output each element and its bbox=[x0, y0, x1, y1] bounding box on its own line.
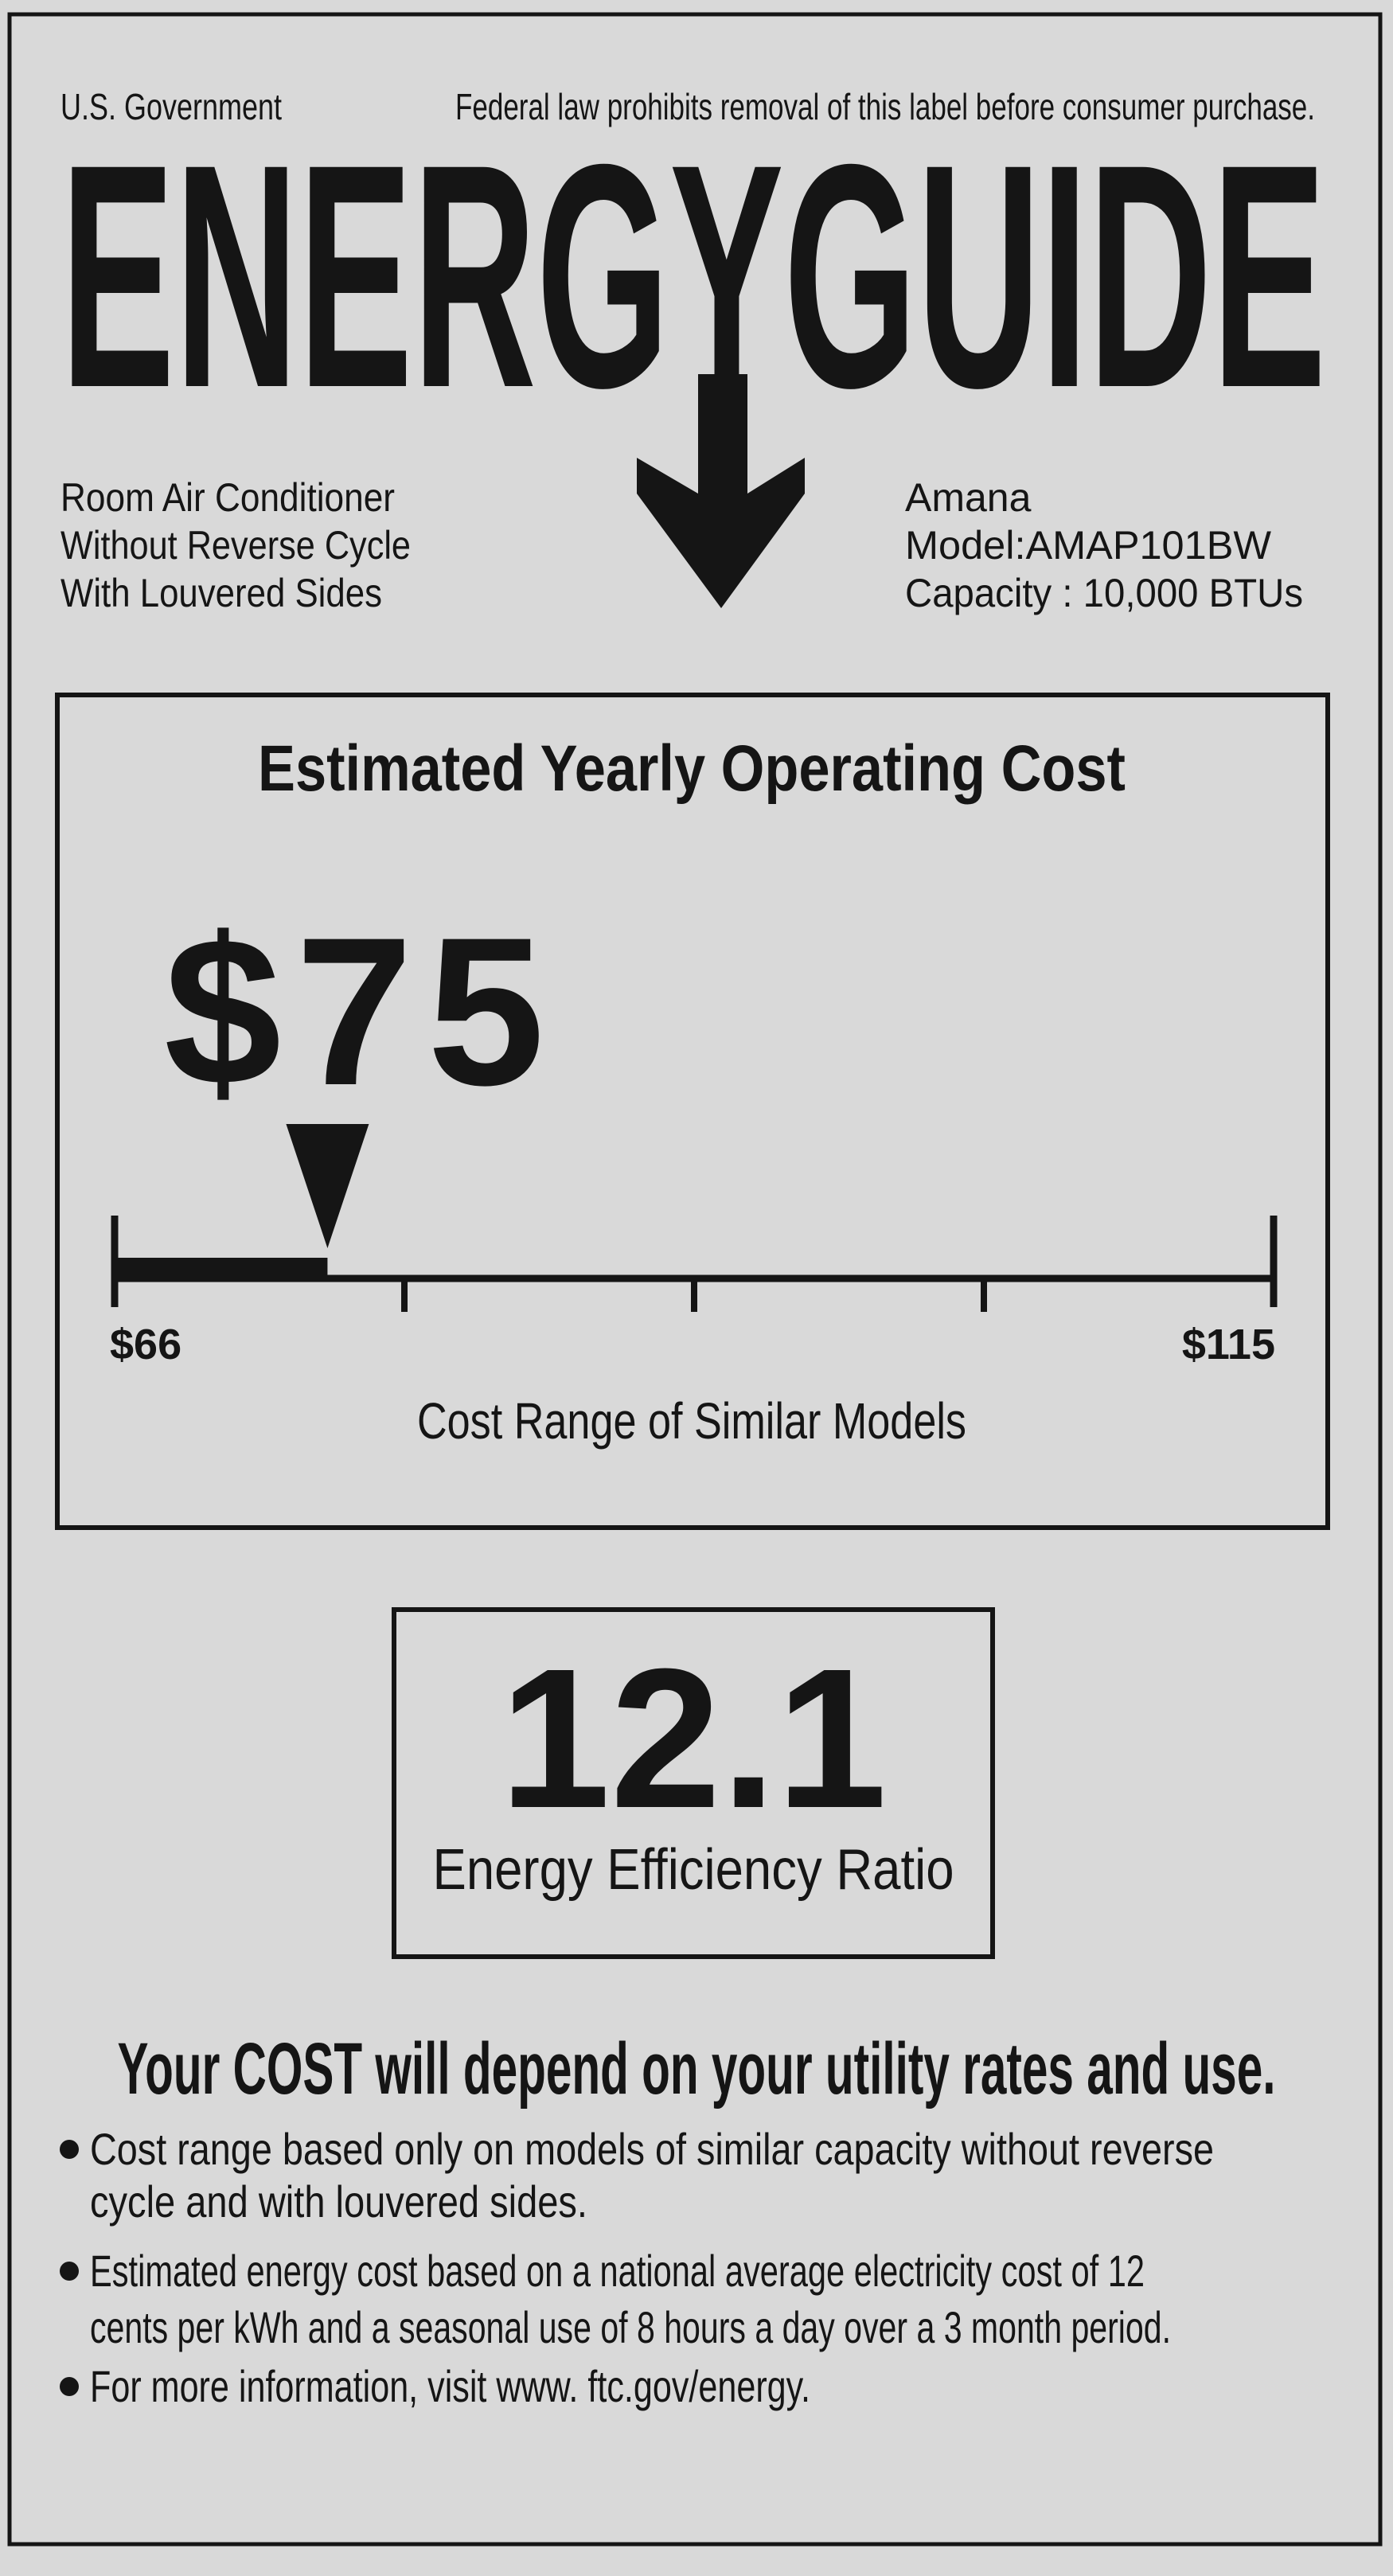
range-min-label: $66 bbox=[110, 1321, 181, 1368]
bullet-dot bbox=[60, 2262, 79, 2281]
cost-marker bbox=[286, 1124, 369, 1248]
bullet-dot bbox=[60, 2140, 79, 2159]
notes-heading: Your COST will depend on your utility ra… bbox=[118, 2028, 1276, 2110]
bullets: Cost range based only on models of simil… bbox=[60, 2124, 1214, 2411]
energyguide-title: ENERGYGUIDE bbox=[60, 98, 1326, 454]
bullet-dot bbox=[60, 2377, 79, 2396]
product-line: Room Air Conditioner bbox=[60, 475, 395, 520]
manufacturer-line: Amana bbox=[905, 475, 1032, 520]
bullet-text: For more information, visit www. ftc.gov… bbox=[90, 2361, 810, 2411]
government: U.S. Government bbox=[60, 86, 282, 127]
bullet-text: Estimated energy cost based on a nationa… bbox=[90, 2246, 1145, 2296]
cost-range-fill bbox=[115, 1258, 328, 1275]
manufacturer-line: Capacity : 10,000 BTUs bbox=[905, 571, 1303, 615]
cost-title: Estimated Yearly Operating Cost bbox=[258, 732, 1126, 805]
cost-box bbox=[55, 693, 1330, 1530]
efficiency-box bbox=[392, 1607, 995, 1959]
down-arrow bbox=[637, 374, 805, 608]
cost-value: $75 bbox=[164, 894, 559, 1130]
range-max-label: $115 bbox=[1182, 1321, 1275, 1368]
product-lines: Room Air Conditioner Without Reverse Cyc… bbox=[60, 475, 1303, 615]
outer-border bbox=[7, 12, 1383, 2547]
product-line: With Louvered Sides bbox=[60, 571, 382, 615]
manufacturer-line: Model:AMAP101BW bbox=[905, 523, 1272, 568]
bullet-text: Cost range based only on models of simil… bbox=[90, 2124, 1214, 2174]
bullet-text: cents per kWh and a seasonal use of 8 ho… bbox=[90, 2302, 1171, 2352]
efficiency-value: 12.1 bbox=[500, 1627, 888, 1849]
notice: Federal law prohibits removal of this la… bbox=[455, 86, 1315, 127]
product-line: Without Reverse Cycle bbox=[60, 523, 411, 568]
bullet-text: cycle and with louvered sides. bbox=[90, 2176, 587, 2227]
cost-caption: Cost Range of Similar Models bbox=[417, 1392, 966, 1450]
efficiency-label: Energy Efficiency Ratio bbox=[433, 1838, 954, 1902]
cost-scale: $66 $115 bbox=[110, 1124, 1278, 1368]
